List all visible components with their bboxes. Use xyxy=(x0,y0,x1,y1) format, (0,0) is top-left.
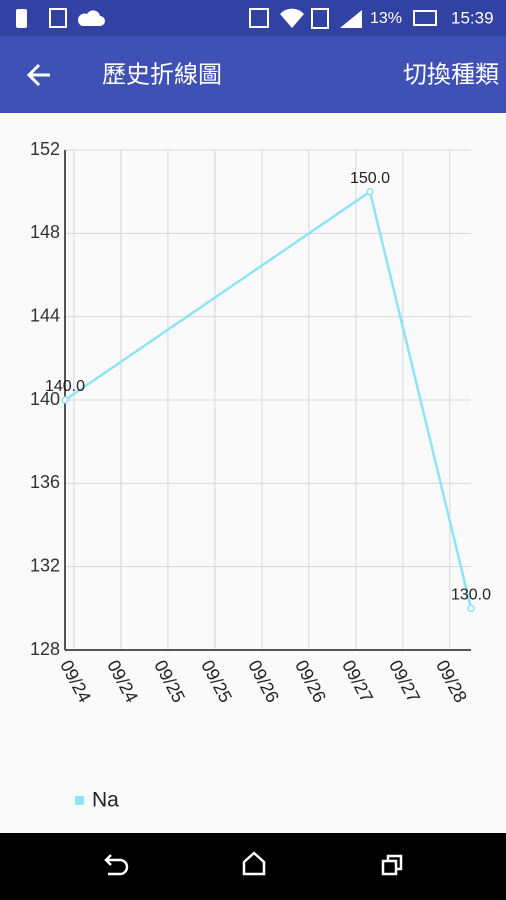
nav-home[interactable] xyxy=(242,851,266,876)
wifi-icon xyxy=(280,8,304,29)
data-point xyxy=(366,187,374,196)
app-bar xyxy=(0,36,506,113)
sim2-icon xyxy=(311,8,329,29)
y-tick-label: 132 xyxy=(30,555,60,575)
battery-text: 13% xyxy=(370,10,402,27)
nfc-icon xyxy=(249,8,269,28)
battery-icon xyxy=(413,10,437,26)
nav-back[interactable] xyxy=(104,854,129,876)
x-tick-label: 09/28 xyxy=(432,657,471,706)
clock: 15:39 xyxy=(451,8,494,27)
data-point xyxy=(61,396,69,404)
legend-swatch xyxy=(75,796,84,805)
y-tick-label: 128 xyxy=(30,639,60,659)
sim-icon xyxy=(49,8,67,28)
legend-label: Na xyxy=(92,789,119,812)
cloud-icon xyxy=(78,10,105,26)
x-tick-label: 09/25 xyxy=(150,657,189,706)
x-tick-label: 09/24 xyxy=(56,657,95,706)
y-tick-label: 140 xyxy=(30,389,60,409)
data-point xyxy=(467,604,475,613)
status-icons xyxy=(16,8,437,29)
x-tick-label: 09/26 xyxy=(291,657,330,706)
x-tick-label: 09/26 xyxy=(244,657,283,706)
y-tick-label: 136 xyxy=(30,472,60,492)
x-tick-label: 09/24 xyxy=(103,657,142,706)
x-tick-label: 09/27 xyxy=(338,657,377,706)
y-tick-label: 152 xyxy=(30,139,60,159)
data-label: 130.0 xyxy=(451,587,491,604)
back-button[interactable] xyxy=(26,63,50,87)
x-tick-label: 09/25 xyxy=(197,657,236,706)
y-tick-label: 148 xyxy=(30,222,60,242)
switch-type-button[interactable]: 切換種類 xyxy=(403,61,499,88)
data-label: 140.0 xyxy=(45,378,85,395)
x-tick-label: 09/27 xyxy=(385,657,424,706)
nav-recents[interactable] xyxy=(381,854,403,876)
signal-icon xyxy=(340,10,362,28)
app-title: 歷史折線圖 xyxy=(102,61,222,88)
nav-bar xyxy=(0,833,506,900)
y-tick-label: 144 xyxy=(30,305,60,325)
data-label: 150.0 xyxy=(350,170,390,187)
notification-icon xyxy=(16,9,27,28)
status-bar xyxy=(0,0,506,36)
